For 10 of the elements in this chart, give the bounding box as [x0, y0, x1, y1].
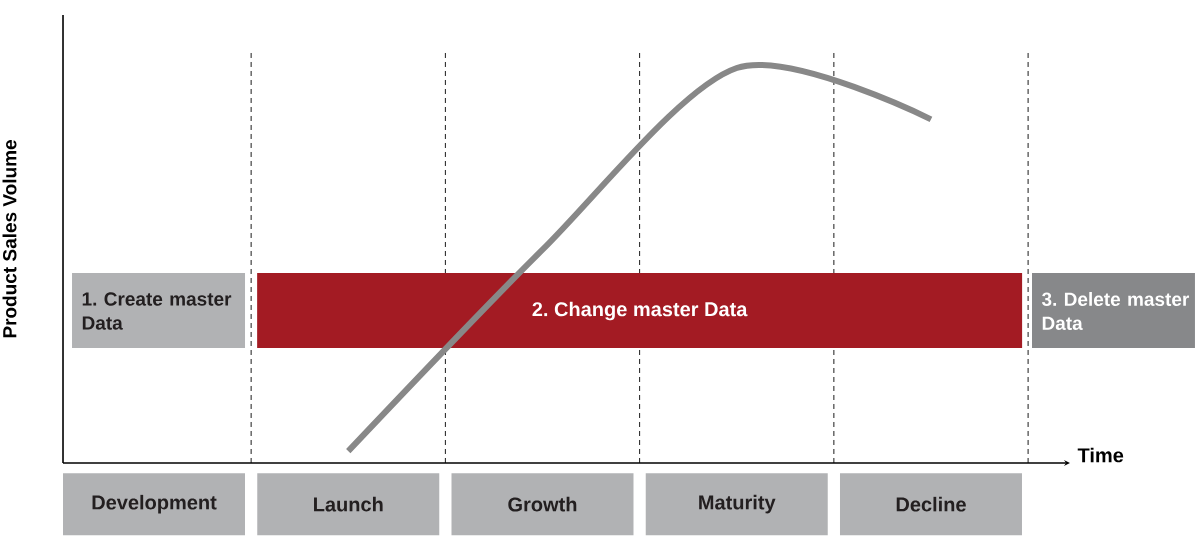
annotation: 1. Create master Data	[82, 292, 232, 330]
x-tick-label: Decline	[896, 496, 966, 512]
y-axis-title: Product Sales Volume	[2, 140, 17, 338]
annotation: 3. Delete master Data	[1041, 292, 1190, 330]
x-tick-label: Growth	[508, 496, 577, 512]
x-tick-label: Launch	[314, 496, 383, 512]
x-axis-title: Time	[1077, 447, 1124, 463]
band-label: 2. Change master Data	[532, 301, 748, 321]
x-tick-label: Maturity	[699, 494, 776, 514]
x-tick-label: Development	[92, 494, 217, 514]
